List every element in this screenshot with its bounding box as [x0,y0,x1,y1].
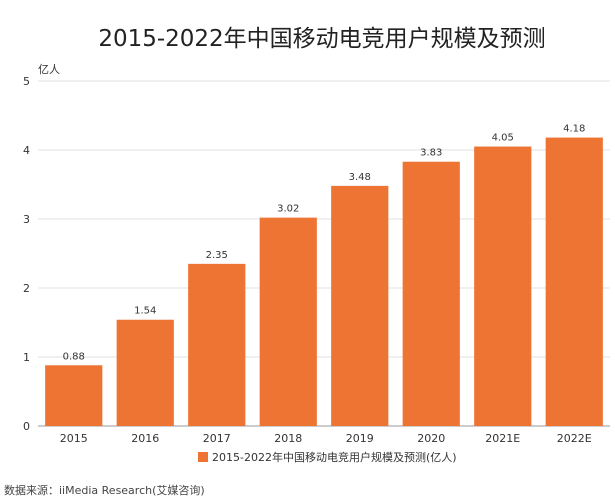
bar-value-labels: 0.88 1.54 2.35 3.02 3.48 3.83 4.05 4.18 [63,124,586,363]
x-category-label: 2020 [417,432,445,445]
y-tick-label: 4 [23,144,30,157]
x-category-label: 2022E [557,432,592,445]
bar-2022E [545,137,603,426]
legend: 2015-2022年中国移动电竞用户规模及预测(亿人) [198,450,457,464]
source-note: 数据来源：iiMedia Research(艾媒咨询) [4,483,205,497]
y-axis-unit-label: 亿人 [38,63,60,76]
y-tick-label: 1 [23,351,30,364]
legend-label: 2015-2022年中国移动电竞用户规模及预测(亿人) [212,450,457,464]
bar-2021E [474,146,532,427]
x-category-label: 2021E [485,432,520,445]
bar-2020 [402,161,460,427]
y-axis-ticks: 0 1 2 3 4 5 [23,75,30,433]
bar-2019 [331,185,389,426]
bar-value-label: 4.05 [492,133,514,144]
y-tick-label: 5 [23,75,30,88]
legend-swatch [198,452,208,462]
bar-value-label: 3.83 [420,148,442,159]
bar-value-label: 1.54 [134,306,156,317]
bar-value-label: 3.02 [277,204,299,215]
x-category-label: 2019 [346,432,374,445]
bar-2016 [116,319,174,426]
y-tick-label: 0 [23,420,30,433]
x-category-label: 2018 [274,432,302,445]
bar-value-label: 0.88 [63,351,85,362]
y-tick-label: 3 [23,213,30,226]
x-category-label: 2016 [131,432,159,445]
chart-title: 2015-2022年中国移动电竞用户规模及预测 [98,26,545,52]
bar-value-label: 2.35 [206,250,228,261]
bar-2017 [188,263,246,426]
bar-value-label: 3.48 [349,172,371,183]
y-tick-label: 2 [23,282,30,295]
x-axis-categories: 2015 2016 2017 2018 2019 2020 2021E 2022E [60,432,592,445]
bar-2015 [45,365,103,426]
bar-2018 [259,217,317,426]
bars [45,137,603,427]
x-category-label: 2015 [60,432,88,445]
x-category-label: 2017 [203,432,231,445]
bar-value-label: 4.18 [563,124,585,135]
